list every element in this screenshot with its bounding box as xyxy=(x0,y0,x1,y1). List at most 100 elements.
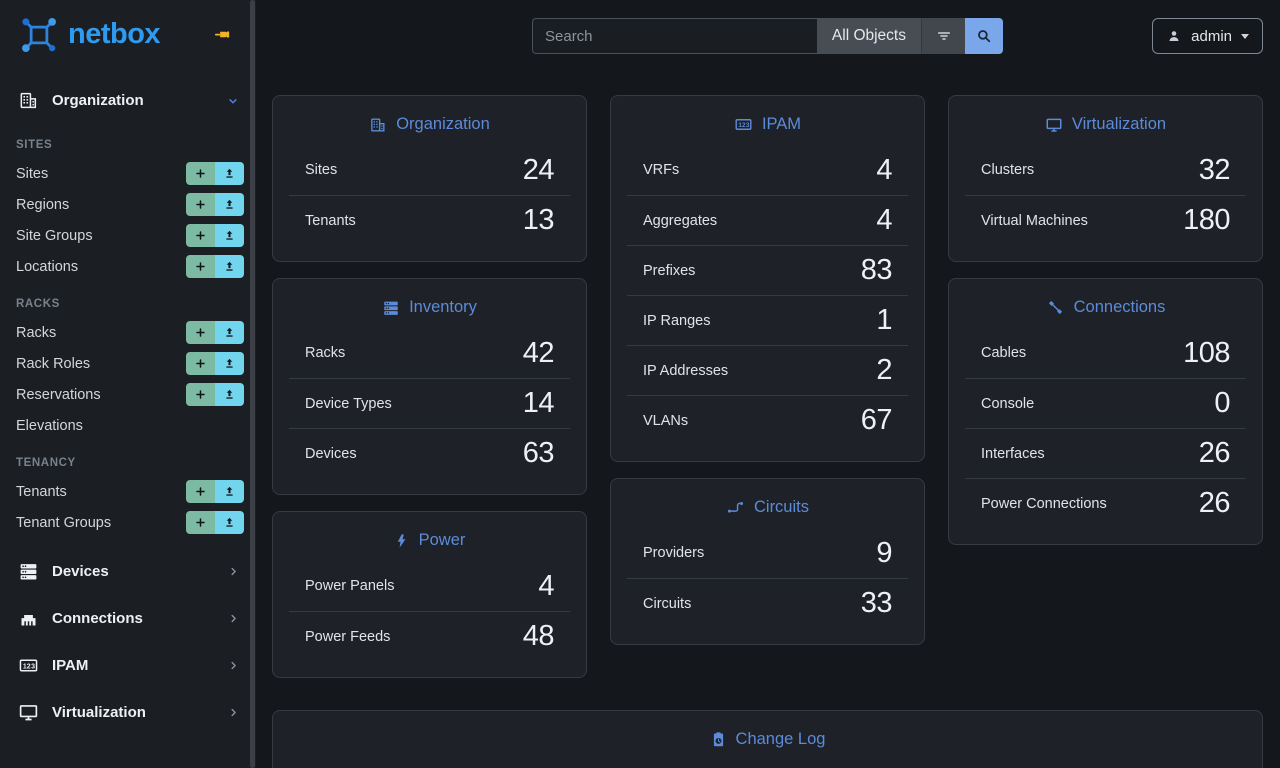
brand-wordmark[interactable]: netbox xyxy=(68,18,161,50)
stat-label[interactable]: Sites xyxy=(305,162,338,178)
stat-label[interactable]: Prefixes xyxy=(643,262,696,279)
import-button[interactable] xyxy=(215,321,244,344)
sidebar-item-virtualization[interactable]: Virtualization xyxy=(0,689,256,736)
sidebar-link[interactable]: Tenant Groups xyxy=(16,514,112,531)
sidebar-link[interactable]: Reservations xyxy=(16,386,101,403)
import-button[interactable] xyxy=(215,193,244,216)
stat-label[interactable]: IP Ranges xyxy=(643,312,711,329)
import-button[interactable] xyxy=(215,480,244,503)
stat-label[interactable]: Circuits xyxy=(643,595,692,612)
add-button[interactable] xyxy=(186,511,215,534)
search-button[interactable] xyxy=(965,18,1003,54)
stat-value[interactable]: 32 xyxy=(1198,153,1231,186)
stat-label[interactable]: Clusters xyxy=(981,162,1035,178)
netbox-logo-icon[interactable] xyxy=(18,14,60,56)
add-button[interactable] xyxy=(186,255,215,278)
stat-label[interactable]: Racks xyxy=(305,345,346,361)
sidebar-item-devices[interactable]: Devices xyxy=(0,548,256,595)
import-button[interactable] xyxy=(215,511,244,534)
sidebar-link[interactable]: Racks xyxy=(16,324,57,341)
card-connections-title[interactable]: Connections xyxy=(949,279,1262,326)
import-button[interactable] xyxy=(215,352,244,375)
card-ipam-title[interactable]: 12 3 IPAM xyxy=(611,96,924,143)
stat-value[interactable]: 180 xyxy=(1183,204,1230,236)
add-button[interactable] xyxy=(186,352,215,375)
stat-value[interactable]: 4 xyxy=(876,153,892,186)
card-power-title[interactable]: Power xyxy=(273,512,586,559)
add-button[interactable] xyxy=(186,383,215,406)
add-button[interactable] xyxy=(186,224,215,247)
stat-label[interactable]: Providers xyxy=(643,545,705,561)
stat-value[interactable]: 4 xyxy=(538,569,554,602)
stat-label[interactable]: Console xyxy=(981,395,1035,412)
stat-value[interactable]: 9 xyxy=(876,536,892,569)
stat-label[interactable]: VLANs xyxy=(643,412,689,429)
sidebar-item-organization[interactable]: Organization xyxy=(0,78,256,123)
card-title-text: Power xyxy=(418,531,466,549)
sidebar-item-ipam[interactable]: 12 3 IPAM xyxy=(0,642,256,689)
sidebar-item-connections[interactable]: Connections xyxy=(0,595,256,642)
add-button[interactable] xyxy=(186,162,215,185)
stat-label[interactable]: Virtual Machines xyxy=(981,212,1088,229)
stat-label[interactable]: Power Connections xyxy=(981,495,1107,512)
stat-value[interactable]: 1 xyxy=(876,304,892,336)
stat-value[interactable]: 0 xyxy=(1214,387,1230,419)
import-button[interactable] xyxy=(215,162,244,185)
card-ipam: 12 3 IPAM VRFs 4 Aggregates xyxy=(610,95,925,462)
stat-value[interactable]: 2 xyxy=(876,354,892,386)
stat-label[interactable]: Device Types xyxy=(305,395,392,412)
stat-value[interactable]: 83 xyxy=(860,254,893,286)
import-button[interactable] xyxy=(215,383,244,406)
stat-label[interactable]: Interfaces xyxy=(981,445,1045,462)
search-scope-button[interactable]: All Objects xyxy=(816,18,921,54)
stat-label[interactable]: Cables xyxy=(981,345,1027,361)
add-button[interactable] xyxy=(186,193,215,216)
stat-value[interactable]: 13 xyxy=(522,204,555,236)
stat-row: Power Feeds 48 xyxy=(289,611,570,661)
stat-value[interactable]: 26 xyxy=(1198,487,1231,519)
stat-label[interactable]: Devices xyxy=(305,445,357,462)
add-button[interactable] xyxy=(186,321,215,344)
card-organization-title[interactable]: Organization xyxy=(273,96,586,143)
stat-value[interactable]: 67 xyxy=(860,404,893,436)
stat-value[interactable]: 4 xyxy=(876,204,892,236)
filter-button[interactable] xyxy=(921,18,965,54)
card-inventory-title[interactable]: Inventory xyxy=(273,279,586,326)
stat-value[interactable]: 24 xyxy=(522,153,555,186)
stat-value[interactable]: 63 xyxy=(522,437,555,469)
stat-label[interactable]: VRFs xyxy=(643,162,680,178)
pin-icon xyxy=(213,25,232,44)
sidebar-pin-button[interactable] xyxy=(213,25,232,44)
stat-value[interactable]: 26 xyxy=(1198,437,1231,469)
stat-label[interactable]: Power Panels xyxy=(305,578,395,594)
card-circuits-title[interactable]: Circuits xyxy=(611,479,924,526)
import-button[interactable] xyxy=(215,224,244,247)
stat-value[interactable]: 33 xyxy=(860,587,893,619)
stat-label[interactable]: Tenants xyxy=(305,212,356,229)
add-button[interactable] xyxy=(186,480,215,503)
sidebar-link[interactable]: Tenants xyxy=(16,483,67,500)
sidebar-scrollbar[interactable] xyxy=(250,0,255,768)
card-changelog-title[interactable]: Change Log xyxy=(273,711,1262,758)
card-title-text: Change Log xyxy=(735,730,826,748)
stat-value[interactable]: 42 xyxy=(522,336,555,369)
sidebar-link[interactable]: Elevations xyxy=(16,417,83,434)
sidebar-link[interactable]: Locations xyxy=(16,258,79,275)
stat-row: Sites 24 xyxy=(289,145,570,195)
sidebar-link[interactable]: Rack Roles xyxy=(16,355,91,372)
stat-label[interactable]: IP Addresses xyxy=(643,362,729,379)
import-button[interactable] xyxy=(215,255,244,278)
search-input[interactable] xyxy=(532,18,817,54)
sidebar-item-site-groups: Site Groups xyxy=(0,220,256,251)
stat-label[interactable]: Aggregates xyxy=(643,212,718,229)
user-menu-button[interactable]: admin xyxy=(1152,18,1263,54)
card-title-text: Organization xyxy=(396,115,490,133)
sidebar-link[interactable]: Site Groups xyxy=(16,227,93,244)
stat-label[interactable]: Power Feeds xyxy=(305,628,391,645)
sidebar-link[interactable]: Sites xyxy=(16,165,49,182)
stat-value[interactable]: 48 xyxy=(522,620,555,652)
stat-value[interactable]: 108 xyxy=(1183,336,1230,369)
sidebar-link[interactable]: Regions xyxy=(16,196,70,213)
card-virtualization-title[interactable]: Virtualization xyxy=(949,96,1262,143)
stat-value[interactable]: 14 xyxy=(522,387,555,419)
